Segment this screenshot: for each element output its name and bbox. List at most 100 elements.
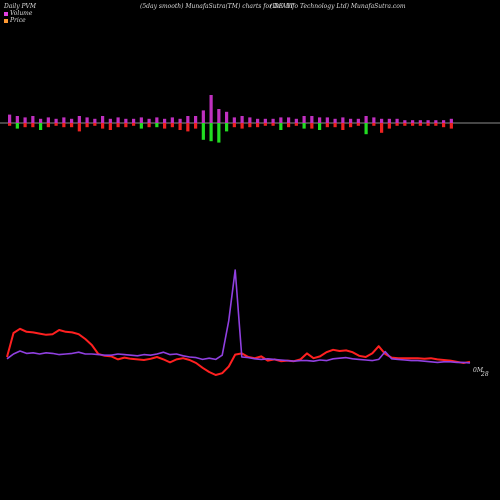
volume-bar-down — [132, 123, 136, 126]
volume-bar-up — [318, 117, 322, 123]
volume-bar-down — [46, 123, 50, 128]
volume-bar-down — [349, 123, 353, 128]
volume-bar-up — [418, 120, 422, 123]
volume-bar-down — [70, 123, 74, 128]
volume-bar-up — [294, 118, 298, 123]
volume-bar-down — [240, 123, 244, 129]
volume-bar-up — [387, 118, 391, 123]
volume-bar-down — [449, 123, 453, 129]
volume-bar-down — [186, 123, 190, 132]
volume-bar-up — [39, 118, 43, 123]
volume-bar-up — [186, 116, 190, 123]
volume-bar-down — [124, 123, 128, 128]
volume-bar-up — [217, 109, 221, 123]
volume-bar-down — [387, 123, 391, 129]
volume-bar-up — [240, 116, 244, 123]
legend-volume-swatch — [4, 11, 8, 16]
volume-bar-up — [178, 118, 182, 123]
volume-bar-down — [101, 123, 105, 129]
volume-bar-up — [209, 95, 213, 123]
volume-bar-up — [395, 118, 399, 123]
pvm-line — [6, 269, 471, 364]
volume-bars — [8, 95, 453, 143]
volume-bar-up — [155, 117, 159, 123]
volume-bar-down — [248, 123, 252, 128]
volume-bar-up — [101, 116, 105, 123]
volume-bar-down — [333, 123, 337, 128]
volume-bar-up — [263, 118, 267, 123]
volume-bar-down — [116, 123, 120, 128]
volume-bar-down — [418, 123, 422, 126]
volume-bar-down — [256, 123, 260, 128]
volume-bar-up — [411, 120, 415, 123]
volume-bar-down — [39, 123, 43, 130]
volume-bar-up — [403, 120, 407, 123]
volume-bar-down — [54, 123, 58, 126]
volume-bar-down — [271, 123, 275, 126]
end-label-top: 0M — [473, 367, 484, 374]
volume-bar-up — [325, 117, 329, 123]
volume-bar-down — [294, 123, 298, 126]
legend-price-swatch — [4, 18, 8, 23]
volume-bar-down — [341, 123, 345, 130]
volume-bar-down — [356, 123, 360, 126]
volume-bar-down — [23, 123, 27, 128]
volume-bar-up — [201, 110, 205, 123]
volume-bar-up — [225, 111, 229, 123]
volume-bar-up — [232, 117, 236, 123]
volume-bar-up — [15, 116, 19, 123]
volume-bar-down — [263, 123, 267, 126]
volume-bar-up — [139, 117, 143, 123]
volume-bar-down — [302, 123, 306, 129]
volume-bar-up — [170, 117, 174, 123]
volume-bar-up — [279, 117, 283, 123]
volume-bar-down — [395, 123, 399, 126]
volume-bar-down — [279, 123, 283, 130]
volume-bar-up — [310, 116, 314, 123]
volume-bar-up — [442, 120, 446, 123]
legend-volume: Volume — [4, 10, 32, 17]
volume-bar-up — [434, 120, 438, 123]
volume-bar-up — [302, 116, 306, 123]
volume-bar-down — [8, 123, 12, 126]
volume-bar-down — [434, 123, 438, 126]
volume-bar-down — [147, 123, 151, 128]
volume-bar-up — [341, 117, 345, 123]
volume-bar-up — [194, 116, 198, 123]
volume-bar-up — [8, 114, 12, 123]
volume-bar-down — [93, 123, 97, 126]
volume-bar-down — [77, 123, 81, 132]
volume-bar-down — [139, 123, 143, 129]
volume-bar-up — [248, 117, 252, 123]
volume-bar-down — [85, 123, 89, 128]
end-label-bottom: 28 — [480, 371, 489, 378]
volume-bar-down — [287, 123, 291, 128]
legend-price: Price — [4, 17, 26, 24]
volume-bar-down — [411, 123, 415, 126]
volume-bar-up — [85, 117, 89, 123]
volume-bar-down — [178, 123, 182, 130]
volume-bar-up — [287, 117, 291, 123]
volume-bar-down — [325, 123, 329, 128]
volume-bar-up — [364, 116, 368, 123]
volume-bar-down — [31, 123, 35, 128]
volume-bar-down — [163, 123, 167, 129]
volume-bar-down — [403, 123, 407, 126]
volume-bar-down — [426, 123, 430, 126]
volume-bar-up — [77, 116, 81, 123]
volume-bar-up — [93, 118, 97, 123]
volume-bar-down — [108, 123, 112, 130]
volume-bar-up — [108, 118, 112, 123]
volume-bar-up — [23, 117, 27, 123]
legend-price-label: Price — [10, 17, 26, 24]
volume-bar-up — [163, 118, 167, 123]
volume-bar-down — [310, 123, 314, 129]
volume-bar-up — [147, 118, 151, 123]
volume-bar-up — [372, 117, 376, 123]
volume-bar-down — [232, 123, 236, 128]
volume-bar-up — [426, 120, 430, 123]
volume-bar-down — [201, 123, 205, 140]
volume-bar-up — [70, 118, 74, 123]
volume-bar-down — [15, 123, 19, 129]
